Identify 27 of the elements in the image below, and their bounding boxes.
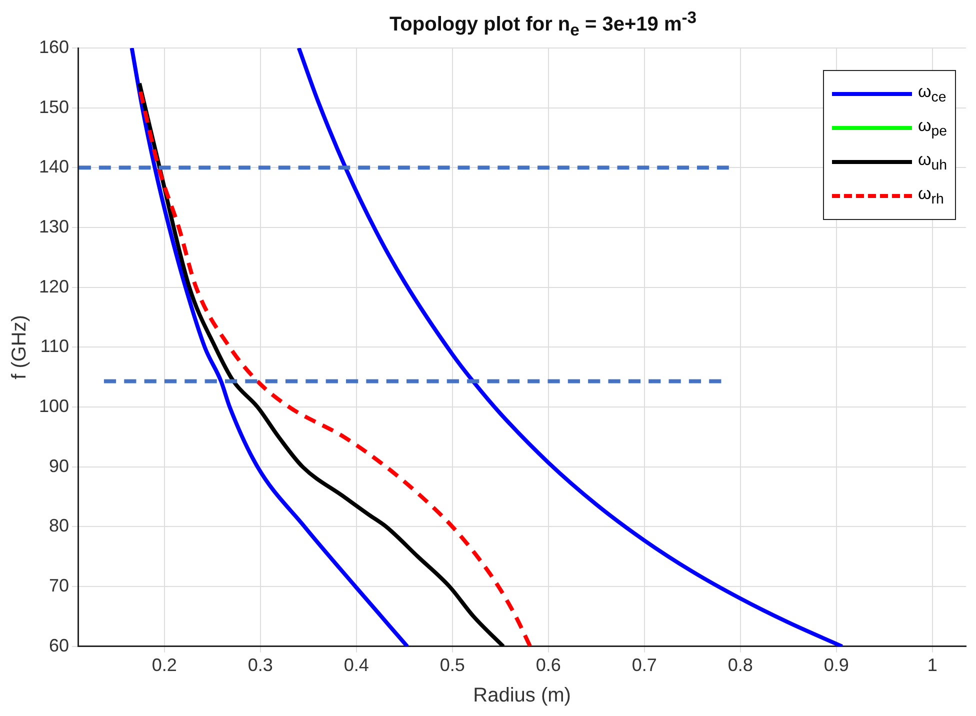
y-tick-label: 120 (38, 276, 70, 296)
x-tick-label: 1 (927, 655, 938, 676)
x-tick-label: 0.7 (632, 655, 657, 676)
y-tick-label: 130 (38, 216, 70, 236)
x-tick-label: 0.2 (152, 655, 177, 676)
y-tick-label: 70 (49, 576, 70, 596)
y-tick-label: 160 (38, 36, 70, 57)
chart-title: Topology plot for n$_{e}$ = 3e+19 m$^{-3}$ (389, 8, 697, 40)
x-tick-label: 0.5 (440, 655, 465, 676)
y-tick-label: 110 (40, 336, 70, 356)
legend-label: ω$_{pe}$ (918, 116, 947, 140)
x-tick-label: 0.9 (824, 655, 849, 676)
y-tick-label: 60 (49, 635, 70, 656)
y-tick-label: 90 (49, 456, 70, 476)
x-tick-label: 0.4 (344, 655, 369, 676)
y-tick-label: 140 (38, 156, 70, 177)
y-tick-label: 80 (49, 516, 70, 536)
legend-label: ω$_{rh}$ (918, 184, 944, 208)
x-tick-label: 0.6 (536, 655, 561, 676)
legend-label: ω$_{ce}$ (918, 82, 946, 106)
x-tick-label: 0.3 (248, 655, 273, 676)
x-axis-title: Radius (m) (473, 684, 571, 707)
y-tick-label: 150 (38, 96, 70, 117)
y-tick-label: 100 (38, 396, 70, 416)
y-axis-title: f (GHz) (8, 314, 31, 380)
legend-label: ω$_{uh}$ (918, 150, 947, 174)
x-tick-label: 0.8 (728, 655, 753, 676)
